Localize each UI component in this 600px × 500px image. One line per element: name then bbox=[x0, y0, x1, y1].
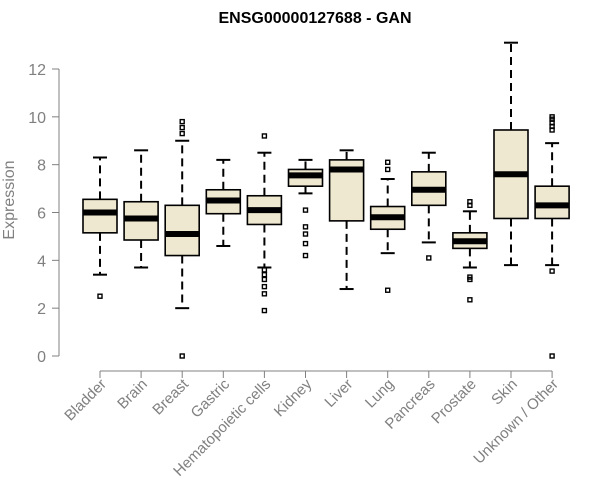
y-tick-label: 10 bbox=[28, 110, 46, 127]
outlier-point bbox=[261, 276, 268, 283]
box-breast bbox=[164, 118, 200, 359]
y-axis-label: Expression bbox=[1, 160, 18, 239]
x-tick-label: Breast bbox=[149, 375, 192, 418]
y-tick-label: 6 bbox=[37, 206, 46, 223]
y-tick-label: 2 bbox=[37, 301, 46, 318]
outlier-point bbox=[385, 166, 391, 173]
chart-title: ENSG00000127688 - GAN bbox=[219, 10, 412, 27]
box-pancreas bbox=[410, 151, 447, 261]
outlier-point bbox=[302, 224, 309, 230]
outlier-point bbox=[549, 353, 555, 359]
iqr-box bbox=[82, 198, 118, 234]
box-lung bbox=[369, 159, 406, 293]
outlier-point bbox=[261, 133, 268, 139]
box-unknown-other bbox=[534, 114, 570, 359]
outlier-point bbox=[179, 118, 185, 125]
y-tick-label: 12 bbox=[28, 62, 46, 79]
outlier-point bbox=[549, 114, 555, 120]
outlier-point bbox=[261, 283, 268, 290]
iqr-box bbox=[164, 204, 200, 257]
box-kidney bbox=[287, 158, 324, 259]
outlier-point bbox=[302, 252, 309, 259]
x-tick-label: Bladder bbox=[61, 376, 110, 425]
outlier-point bbox=[467, 274, 473, 280]
boxes-group bbox=[82, 41, 570, 359]
box-hematopoietic-cells bbox=[246, 133, 283, 314]
outlier-point bbox=[179, 353, 185, 359]
outlier-point bbox=[261, 291, 268, 297]
outlier-point bbox=[261, 271, 268, 278]
y-tick-label: 0 bbox=[37, 349, 46, 366]
outlier-point bbox=[467, 199, 473, 205]
outlier-point bbox=[302, 231, 309, 237]
box-brain bbox=[123, 149, 159, 269]
box-skin bbox=[493, 41, 529, 267]
outlier-point bbox=[385, 159, 391, 165]
y-tick-label: 4 bbox=[37, 253, 46, 270]
box-prostate bbox=[452, 199, 488, 303]
outlier-point bbox=[426, 255, 432, 261]
outlier-point bbox=[467, 297, 473, 303]
box-bladder bbox=[82, 156, 118, 299]
box-liver bbox=[328, 149, 365, 291]
outlier-point bbox=[302, 207, 309, 213]
outlier-point bbox=[302, 240, 309, 247]
x-tick-label: Lung bbox=[362, 376, 398, 412]
outlier-point bbox=[549, 268, 555, 274]
x-tick-label: Skin bbox=[488, 376, 521, 409]
x-tick-label: Brain bbox=[114, 376, 151, 413]
box-gastric bbox=[205, 158, 242, 247]
x-tick-label: Prostate bbox=[428, 376, 480, 428]
x-tick-label: Liver bbox=[321, 376, 356, 411]
x-tick-label: Kidney bbox=[271, 375, 316, 420]
outlier-point bbox=[261, 267, 268, 273]
outlier-point bbox=[385, 287, 391, 293]
y-tick-label: 8 bbox=[37, 158, 46, 175]
outlier-point bbox=[261, 307, 268, 314]
outlier-point bbox=[179, 124, 185, 131]
outlier-point bbox=[97, 293, 103, 299]
outlier-point bbox=[179, 130, 185, 137]
y-axis: 0 2 4 6 8 10 12 bbox=[28, 62, 60, 366]
